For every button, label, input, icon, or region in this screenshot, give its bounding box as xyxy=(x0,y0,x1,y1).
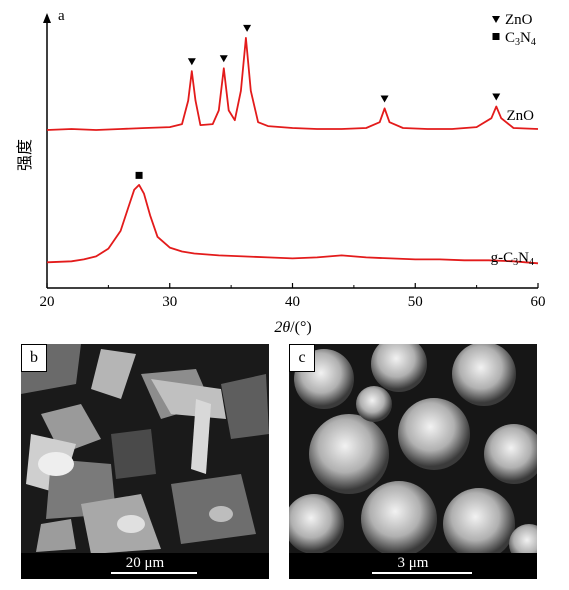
x-axis-title: 2θ/(°) xyxy=(274,319,311,336)
panel-label-b: b xyxy=(21,344,47,372)
scale-bar-text-c: 3 μm xyxy=(397,555,429,571)
x-tick-label: 60 xyxy=(531,294,546,310)
peak-marker-triangle xyxy=(187,58,196,66)
x-tick-label: 40 xyxy=(285,294,300,310)
scale-bar-text-b: 20 μm xyxy=(125,555,165,571)
series-g-C3N4: g-C3N4 xyxy=(46,171,539,268)
legend-marker-square xyxy=(492,33,500,40)
scale-bar-line-c xyxy=(372,572,472,574)
peak-marker-triangle xyxy=(380,95,389,103)
chart-axes: 20 30 40 50 60 xyxy=(40,13,546,310)
plot-area: ZnO g-C3N4 xyxy=(46,24,539,268)
peak-marker-triangle xyxy=(243,24,252,32)
x-tick-label: 20 xyxy=(40,294,55,310)
scale-bar-b: 20 μm xyxy=(21,553,269,579)
series-line-g-C3N4 xyxy=(46,184,539,265)
scale-bar-c: 3 μm xyxy=(289,553,537,579)
y-axis-title: 强度 xyxy=(16,139,34,171)
xrd-chart: 20 30 40 50 60 a ZnO g-C3N4 ZnO C3N4 2θ/(°) 强度 xyxy=(16,8,546,336)
y-axis-arrow xyxy=(43,13,51,23)
sem-texture-c xyxy=(289,344,537,579)
x-tick-label: 50 xyxy=(408,294,423,310)
sem-texture-b xyxy=(21,344,269,579)
series-label: g-C3N4 xyxy=(491,250,534,268)
peak-marker-square xyxy=(135,171,143,179)
sem-image-b: b 20 μm xyxy=(21,344,269,579)
legend-label: ZnO xyxy=(505,12,533,28)
legend-label: C3N4 xyxy=(505,30,536,48)
series-ZnO: ZnO xyxy=(46,24,539,131)
series-label: ZnO xyxy=(507,108,535,124)
legend-marker-triangle xyxy=(492,16,500,23)
sem-image-c: c 3 μm xyxy=(289,344,537,579)
series-line-ZnO xyxy=(46,37,539,131)
panel-label-c: c xyxy=(289,344,315,372)
peak-marker-triangle xyxy=(219,55,228,63)
peak-marker-triangle xyxy=(492,93,501,101)
scale-bar-line-b xyxy=(111,572,197,574)
x-tick-label: 30 xyxy=(162,294,177,310)
panel-label-a: a xyxy=(58,8,65,24)
legend: ZnO C3N4 xyxy=(492,12,536,48)
